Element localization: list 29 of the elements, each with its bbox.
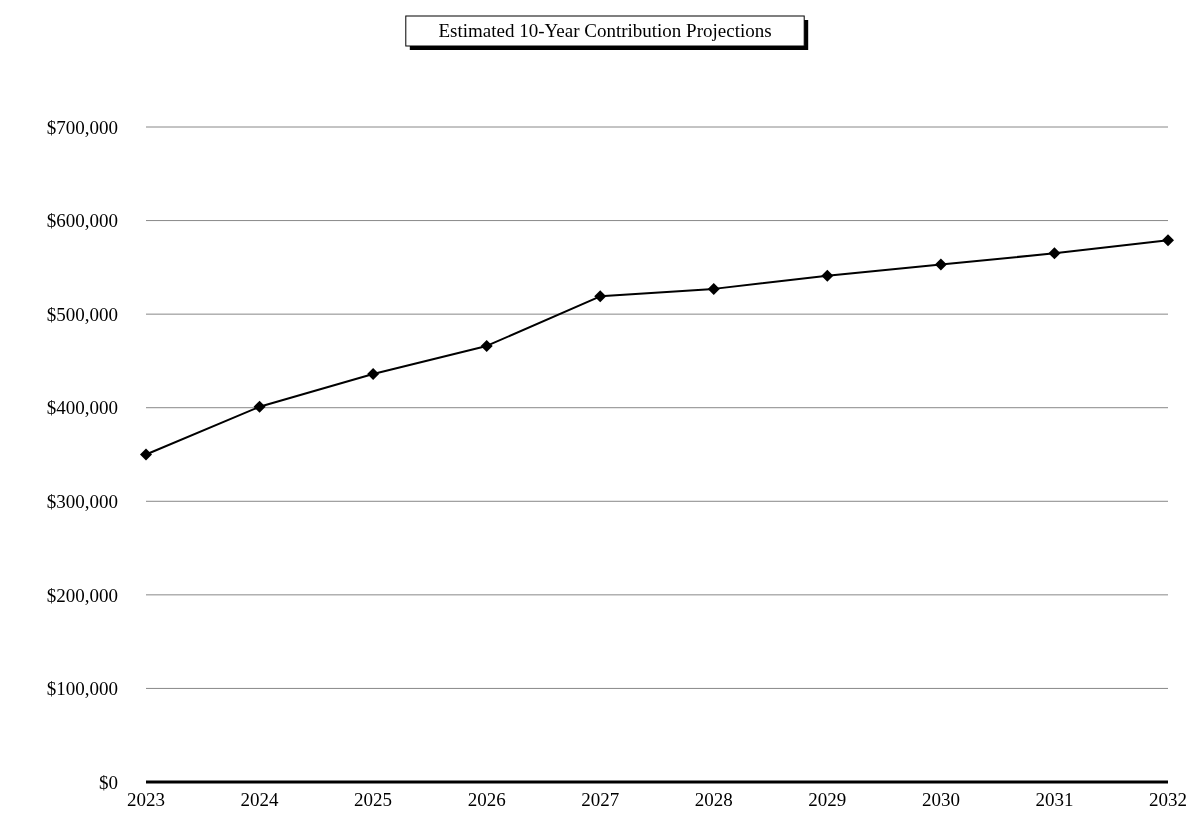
y-tick-label: $600,000: [46, 210, 118, 232]
point: [140, 448, 152, 461]
point: [480, 339, 493, 352]
y-tick-label: $0: [99, 771, 118, 793]
point: [367, 368, 380, 381]
x-tick-label: 2025: [354, 789, 393, 810]
y-tick-label: $100,000: [46, 678, 118, 700]
x-tick-label: 2023: [127, 789, 165, 810]
y-tick-label: $700,000: [46, 116, 118, 138]
x-tick-label: 2031: [1035, 789, 1074, 810]
point: [934, 258, 947, 271]
point: [1048, 247, 1061, 260]
point: [821, 269, 834, 282]
point: [594, 290, 607, 303]
x-tick-label: 2026: [467, 789, 506, 810]
x-tick-label: 2024: [240, 789, 280, 810]
x-tick-label: 2028: [694, 789, 733, 810]
x-tick-label: 2027: [581, 789, 620, 810]
y-tick-label: $200,000: [46, 584, 118, 606]
y-tick-label: $400,000: [46, 397, 118, 419]
x-tick-label: 2030: [921, 789, 960, 810]
point: [253, 400, 266, 413]
y-tick-label: $500,000: [46, 303, 118, 325]
point: [707, 282, 720, 295]
x-tick-label: 2032: [1149, 789, 1187, 810]
y-tick-label: $300,000: [46, 490, 118, 512]
chart-title: Estimated 10-Year Contribution Projections: [438, 20, 772, 41]
x-tick-label: 2029: [808, 789, 847, 810]
point: [1162, 234, 1174, 247]
